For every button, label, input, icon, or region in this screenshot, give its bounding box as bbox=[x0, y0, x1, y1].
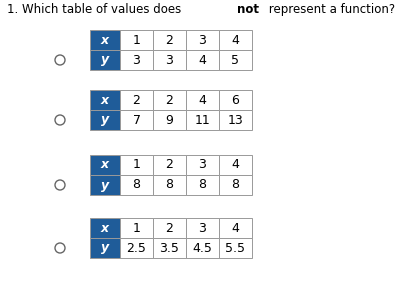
Text: 9: 9 bbox=[166, 114, 173, 126]
Bar bbox=[186, 175, 219, 195]
Text: 3.5: 3.5 bbox=[160, 241, 179, 254]
Text: 4: 4 bbox=[231, 159, 239, 172]
Bar bbox=[186, 30, 219, 50]
Text: 2: 2 bbox=[166, 159, 173, 172]
Text: not: not bbox=[237, 3, 259, 16]
Text: 6: 6 bbox=[231, 94, 239, 106]
Bar bbox=[120, 218, 153, 238]
Text: x: x bbox=[101, 221, 109, 235]
Text: y: y bbox=[101, 241, 109, 254]
Bar bbox=[219, 30, 252, 50]
Text: 13: 13 bbox=[228, 114, 243, 126]
Text: 5.5: 5.5 bbox=[226, 241, 246, 254]
Bar bbox=[219, 50, 252, 70]
Bar bbox=[186, 218, 219, 238]
Text: 4: 4 bbox=[231, 221, 239, 235]
Text: 1: 1 bbox=[133, 221, 141, 235]
Text: y: y bbox=[101, 179, 109, 192]
Text: 8: 8 bbox=[132, 179, 141, 192]
Bar bbox=[120, 30, 153, 50]
Text: 5: 5 bbox=[231, 54, 239, 66]
Bar bbox=[153, 238, 186, 258]
Text: y: y bbox=[101, 114, 109, 126]
Bar bbox=[90, 30, 120, 50]
Text: 11: 11 bbox=[195, 114, 211, 126]
Bar bbox=[219, 238, 252, 258]
Bar bbox=[186, 110, 219, 130]
Bar bbox=[90, 155, 120, 175]
Bar bbox=[153, 90, 186, 110]
Bar bbox=[120, 110, 153, 130]
Bar bbox=[186, 238, 219, 258]
Bar bbox=[120, 175, 153, 195]
Text: 3: 3 bbox=[199, 33, 207, 46]
Bar bbox=[153, 50, 186, 70]
Bar bbox=[186, 90, 219, 110]
Text: 2.5: 2.5 bbox=[126, 241, 147, 254]
Bar bbox=[90, 175, 120, 195]
Bar bbox=[153, 218, 186, 238]
Bar bbox=[153, 175, 186, 195]
Text: 3: 3 bbox=[166, 54, 173, 66]
Text: 2: 2 bbox=[166, 33, 173, 46]
Bar bbox=[120, 238, 153, 258]
Bar bbox=[90, 238, 120, 258]
Bar bbox=[219, 218, 252, 238]
Text: 4: 4 bbox=[199, 94, 207, 106]
Bar bbox=[219, 90, 252, 110]
Bar bbox=[120, 90, 153, 110]
Bar bbox=[153, 30, 186, 50]
Text: 2: 2 bbox=[166, 94, 173, 106]
Text: 3: 3 bbox=[199, 221, 207, 235]
Bar bbox=[186, 155, 219, 175]
Bar bbox=[219, 110, 252, 130]
Text: 3: 3 bbox=[133, 54, 141, 66]
Bar bbox=[90, 90, 120, 110]
Text: 7: 7 bbox=[132, 114, 141, 126]
Text: 8: 8 bbox=[231, 179, 239, 192]
Text: 2: 2 bbox=[166, 221, 173, 235]
Text: represent a function?: represent a function? bbox=[265, 3, 395, 16]
Bar bbox=[219, 155, 252, 175]
Text: 1. Which table of values does: 1. Which table of values does bbox=[7, 3, 185, 16]
Bar bbox=[120, 155, 153, 175]
Text: 4: 4 bbox=[231, 33, 239, 46]
Text: 8: 8 bbox=[166, 179, 173, 192]
Bar bbox=[153, 110, 186, 130]
Bar bbox=[90, 218, 120, 238]
Bar bbox=[186, 50, 219, 70]
Text: 2: 2 bbox=[133, 94, 141, 106]
Bar bbox=[120, 50, 153, 70]
Text: 8: 8 bbox=[199, 179, 207, 192]
Bar bbox=[153, 155, 186, 175]
Text: x: x bbox=[101, 159, 109, 172]
Text: 1: 1 bbox=[133, 33, 141, 46]
Bar bbox=[90, 50, 120, 70]
Text: x: x bbox=[101, 94, 109, 106]
Text: 1: 1 bbox=[133, 159, 141, 172]
Text: 3: 3 bbox=[199, 159, 207, 172]
Bar bbox=[90, 110, 120, 130]
Text: 4.5: 4.5 bbox=[193, 241, 213, 254]
Text: x: x bbox=[101, 33, 109, 46]
Bar bbox=[219, 175, 252, 195]
Text: y: y bbox=[101, 54, 109, 66]
Text: 4: 4 bbox=[199, 54, 207, 66]
